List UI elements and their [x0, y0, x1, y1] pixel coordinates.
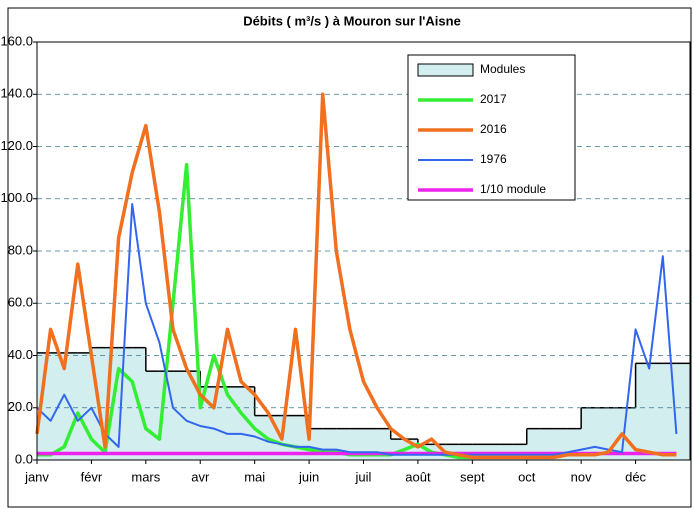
series-line — [35, 92, 677, 460]
x-tick-label: juil — [355, 469, 372, 484]
y-tick-label: 40.0 — [8, 347, 33, 362]
module-area — [676, 363, 691, 460]
legend-swatch — [417, 63, 474, 77]
x-tick-label: nov — [571, 469, 592, 484]
x-tick-label: août — [405, 469, 431, 484]
x-tick-label: déc — [625, 469, 646, 484]
chart-title: Débits ( m³/s ) à Mouron sur l'Aisne — [243, 13, 461, 28]
y-tick-label: 20.0 — [8, 399, 33, 414]
module-area — [145, 371, 160, 460]
module-area — [227, 386, 242, 460]
y-tick-label: 100.0 — [0, 190, 33, 205]
module-area — [322, 428, 337, 460]
module-area — [186, 371, 201, 460]
x-tick-label: avr — [191, 469, 210, 484]
x-tick-label: févr — [81, 469, 103, 484]
x-tick-label: janv — [24, 469, 49, 484]
y-tick-label: 160.0 — [0, 33, 33, 48]
legend-label: 2017 — [480, 92, 507, 106]
module-area — [254, 415, 269, 460]
module-area — [213, 386, 228, 460]
module-area — [649, 363, 664, 460]
x-tick-label: juin — [298, 469, 319, 484]
x-tick-label: mai — [244, 469, 265, 484]
legend-label: 1/10 module — [480, 182, 546, 196]
legend-box — [407, 54, 576, 201]
legend-label: Modules — [480, 62, 525, 76]
y-tick-label: 60.0 — [8, 295, 33, 310]
module-area — [309, 428, 323, 460]
x-tick-label: oct — [518, 469, 536, 484]
series-line — [36, 203, 678, 456]
series-line — [37, 163, 473, 460]
module-area — [635, 363, 650, 460]
module-area — [77, 352, 92, 460]
y-tick-label: 140.0 — [0, 86, 33, 101]
module-area — [37, 352, 51, 460]
x-tick-label: mars — [131, 469, 160, 484]
y-tick-label: 120.0 — [0, 138, 33, 153]
module-area — [268, 415, 283, 460]
y-tick-label: 0.0 — [15, 451, 33, 466]
module-area — [281, 415, 296, 460]
legend-label: 2016 — [480, 122, 507, 136]
legend-label: 1976 — [480, 152, 507, 166]
y-tick-label: 80.0 — [8, 242, 33, 257]
x-tick-label: sept — [460, 469, 485, 484]
